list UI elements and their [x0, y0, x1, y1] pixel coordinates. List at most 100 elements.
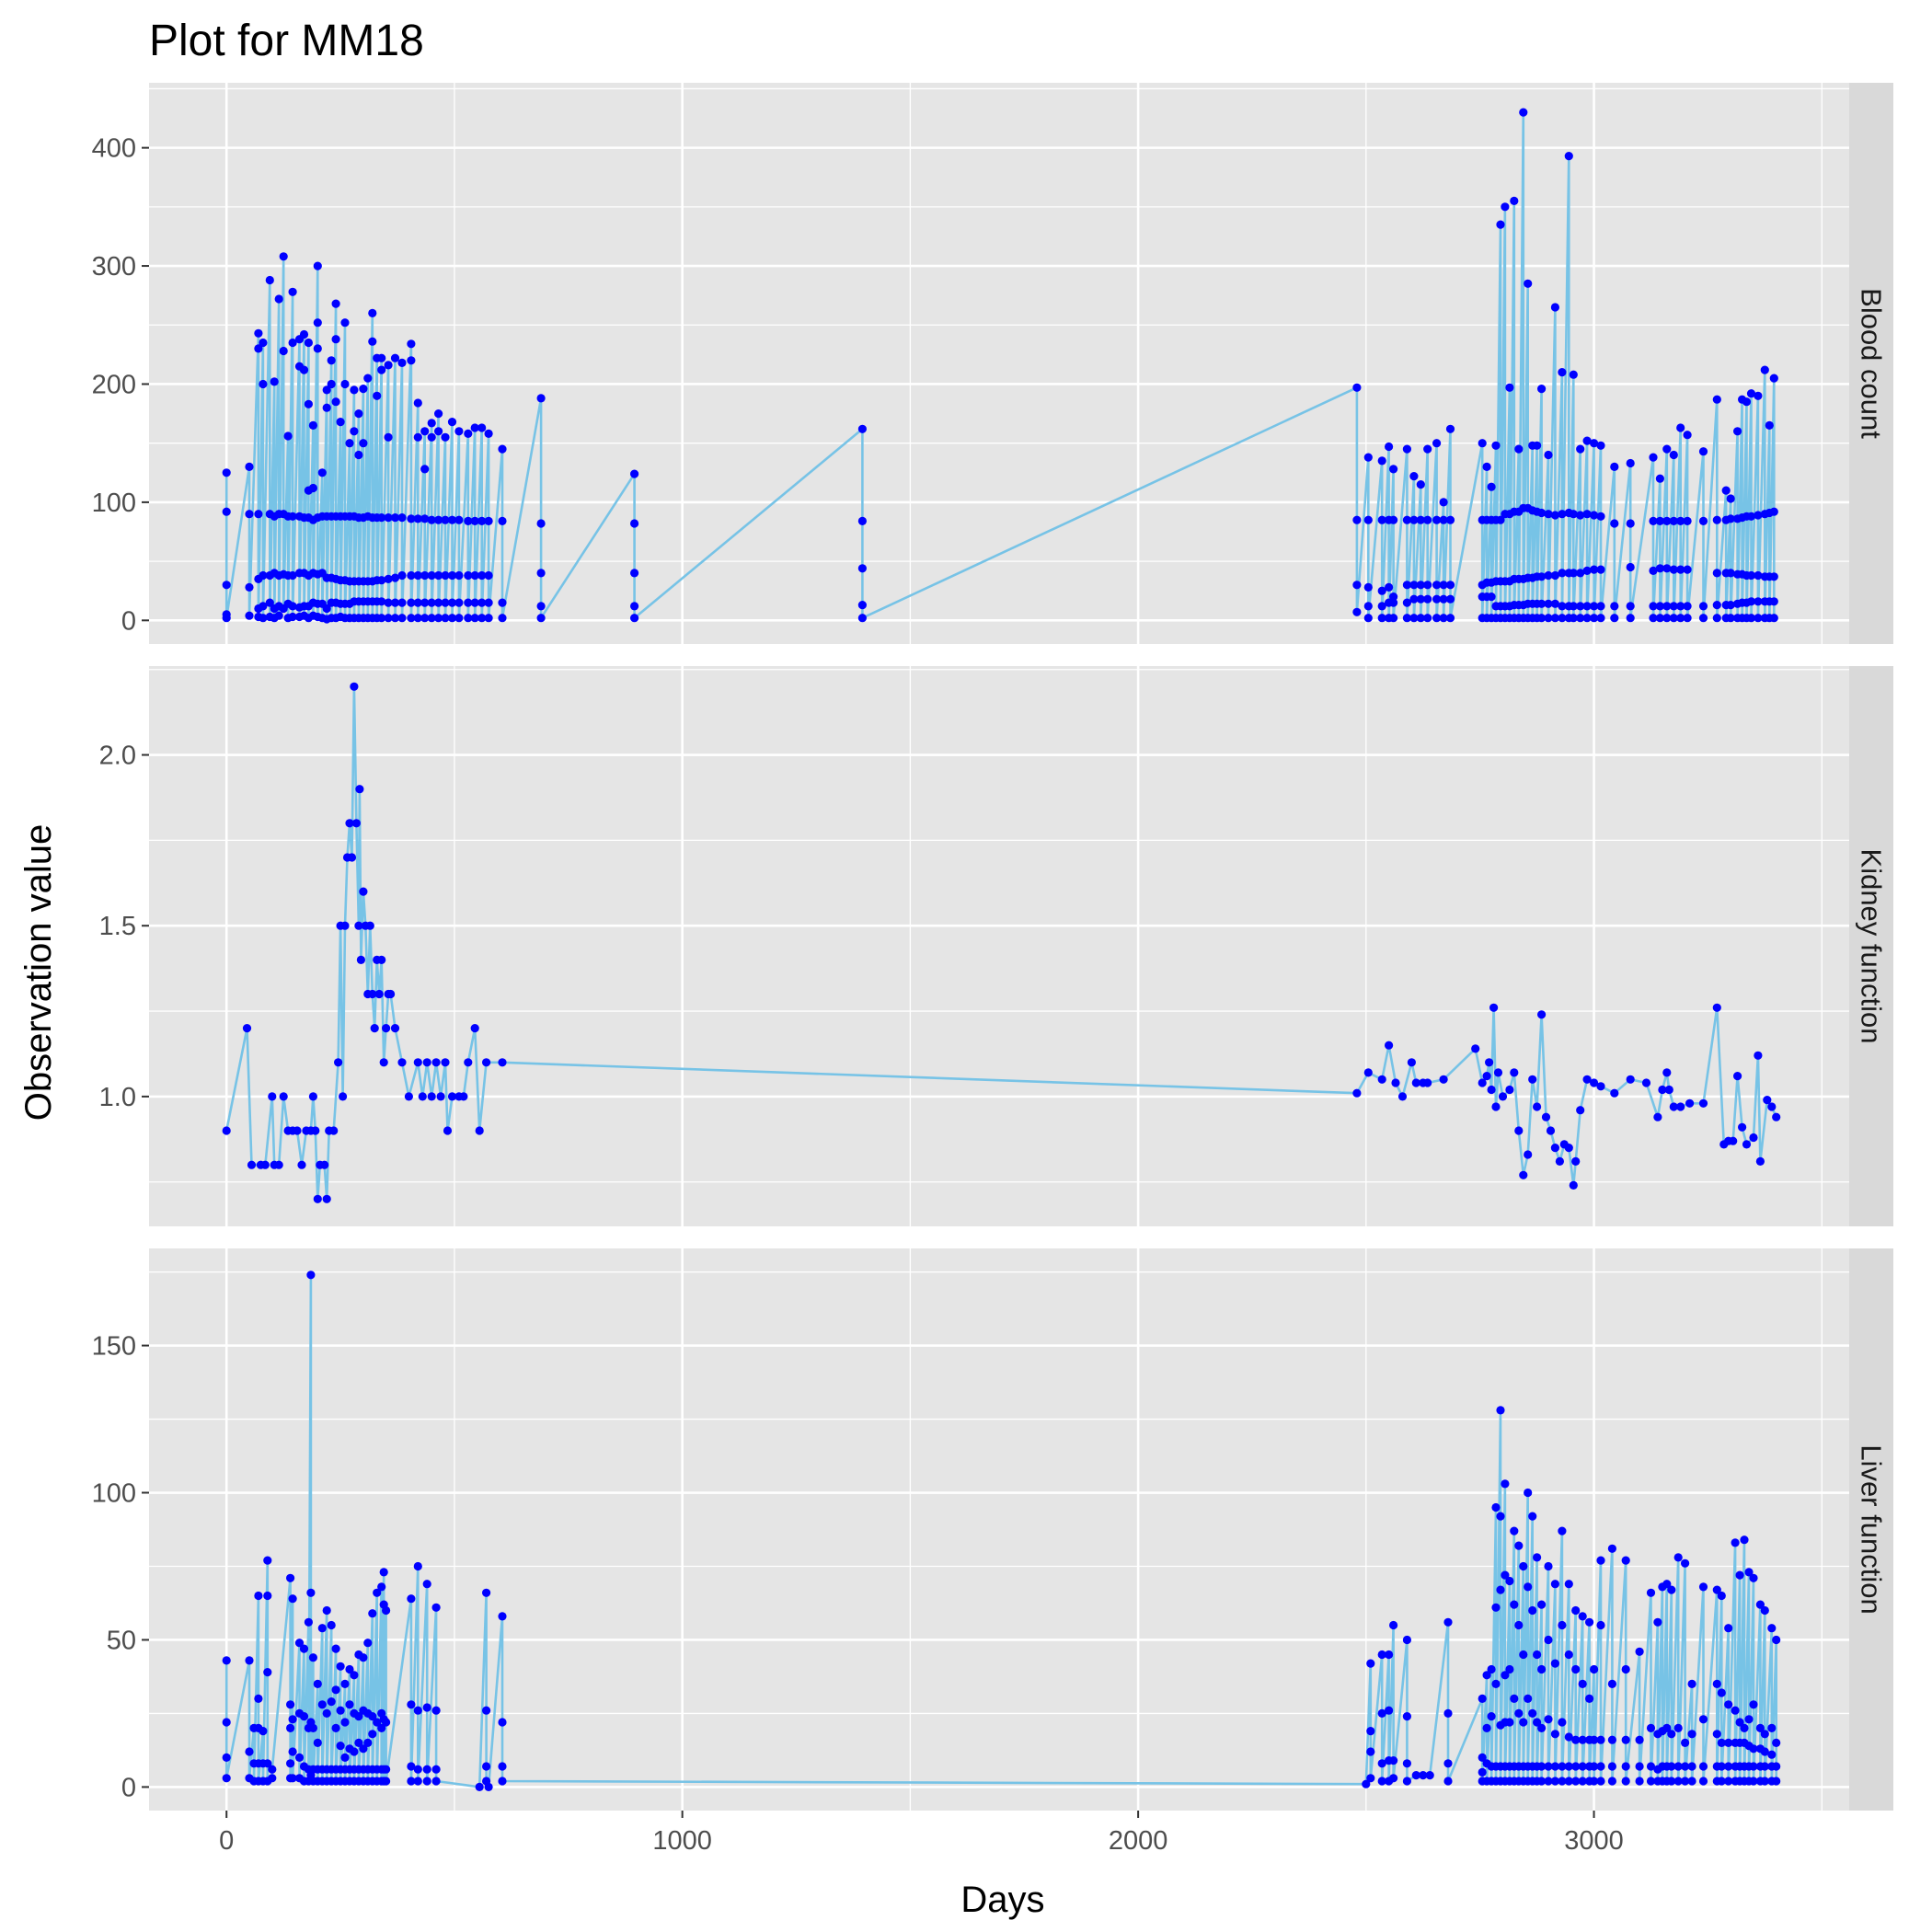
data-point [313, 1738, 322, 1747]
data-point [857, 614, 868, 623]
data-point [1590, 1735, 1599, 1744]
data-point [1712, 1003, 1721, 1012]
data-point [1610, 519, 1619, 528]
data-point [263, 1556, 272, 1565]
data-point [1726, 601, 1735, 610]
data-point [390, 1024, 400, 1033]
x-tick-label: 1000 [652, 1826, 712, 1856]
data-point [331, 335, 340, 344]
data-point [336, 1742, 345, 1751]
data-point [484, 570, 493, 581]
data-point [355, 785, 364, 794]
data-point [418, 1092, 427, 1101]
data-point [1733, 427, 1742, 436]
data-point [1724, 1738, 1733, 1747]
data-point [259, 1727, 268, 1736]
data-point [317, 1624, 327, 1633]
facet-strip [1849, 83, 1893, 644]
data-point [1683, 602, 1692, 611]
data-point [475, 1782, 484, 1791]
data-point [1389, 515, 1398, 524]
series-points [222, 1271, 1781, 1791]
y-tick-label: 200 [92, 370, 136, 399]
data-point [1698, 602, 1708, 611]
data-point [356, 955, 365, 964]
data-point [470, 598, 479, 607]
data-point [363, 1639, 373, 1648]
data-point [1590, 565, 1599, 574]
data-point [1411, 1078, 1420, 1087]
data-point [630, 569, 639, 578]
data-point [222, 1126, 231, 1135]
data-point [498, 1718, 507, 1727]
data-point [1377, 602, 1386, 611]
data-point [268, 1774, 277, 1783]
data-point [1385, 582, 1394, 592]
data-point [1755, 1600, 1765, 1609]
data-point [1742, 1140, 1752, 1149]
data-point [422, 1765, 431, 1774]
data-point [1501, 1570, 1510, 1580]
data-point [1772, 1738, 1781, 1747]
data-point [1564, 1732, 1573, 1742]
data-point [1571, 1735, 1581, 1744]
data-point [1667, 1730, 1676, 1739]
data-point [1533, 441, 1542, 450]
data-point [368, 1712, 377, 1721]
data-point [265, 275, 274, 285]
data-point [1669, 450, 1678, 460]
facet-strip-label: Liver function [1856, 1444, 1888, 1614]
data-point [1662, 602, 1672, 611]
data-point [470, 1024, 479, 1033]
data-point [1590, 1777, 1599, 1786]
data-point [397, 614, 407, 623]
data-point [1731, 1706, 1740, 1715]
y-tick-label: 100 [92, 489, 136, 518]
data-point [336, 418, 345, 427]
data-point [1683, 614, 1692, 623]
data-point [1487, 1664, 1496, 1674]
data-point [1491, 1603, 1501, 1612]
data-point [1402, 1635, 1411, 1645]
data-point [397, 358, 407, 367]
data-point [1487, 592, 1496, 602]
data-point [1377, 1650, 1386, 1660]
data-point [1558, 602, 1567, 611]
data-point [1596, 512, 1605, 521]
data-point [1673, 1777, 1683, 1786]
x-tick-label: 0 [219, 1826, 234, 1856]
data-point [1514, 1708, 1524, 1718]
data-point [345, 439, 354, 448]
data-point [1641, 1078, 1651, 1087]
data-point [263, 1591, 272, 1601]
data-point [306, 1271, 316, 1280]
data-point [1576, 444, 1585, 454]
data-point [420, 614, 430, 623]
data-point [331, 1723, 340, 1732]
data-point [1546, 1126, 1556, 1135]
data-point [288, 602, 297, 611]
data-point [1717, 1777, 1726, 1786]
data-point [1489, 1003, 1499, 1012]
data-point [857, 516, 868, 526]
data-point [431, 1058, 441, 1067]
data-point [1712, 1730, 1721, 1739]
x-tick-label: 3000 [1564, 1826, 1624, 1856]
data-point [1673, 1553, 1683, 1562]
data-point [1391, 1078, 1400, 1087]
y-axis-title: Observation value [18, 824, 59, 1121]
data-point [288, 1594, 297, 1604]
x-axis-title: Days [960, 1880, 1044, 1920]
data-point [1445, 594, 1455, 604]
data-point [247, 1160, 257, 1169]
data-point [1409, 581, 1419, 590]
data-point [1607, 1735, 1616, 1744]
data-point [308, 483, 317, 493]
data-point [382, 1024, 391, 1033]
data-point [1721, 486, 1731, 495]
data-point [368, 1730, 377, 1739]
data-point [1755, 1723, 1765, 1732]
data-point [1596, 614, 1605, 623]
data-point [368, 1609, 377, 1618]
data-point [1742, 397, 1752, 407]
